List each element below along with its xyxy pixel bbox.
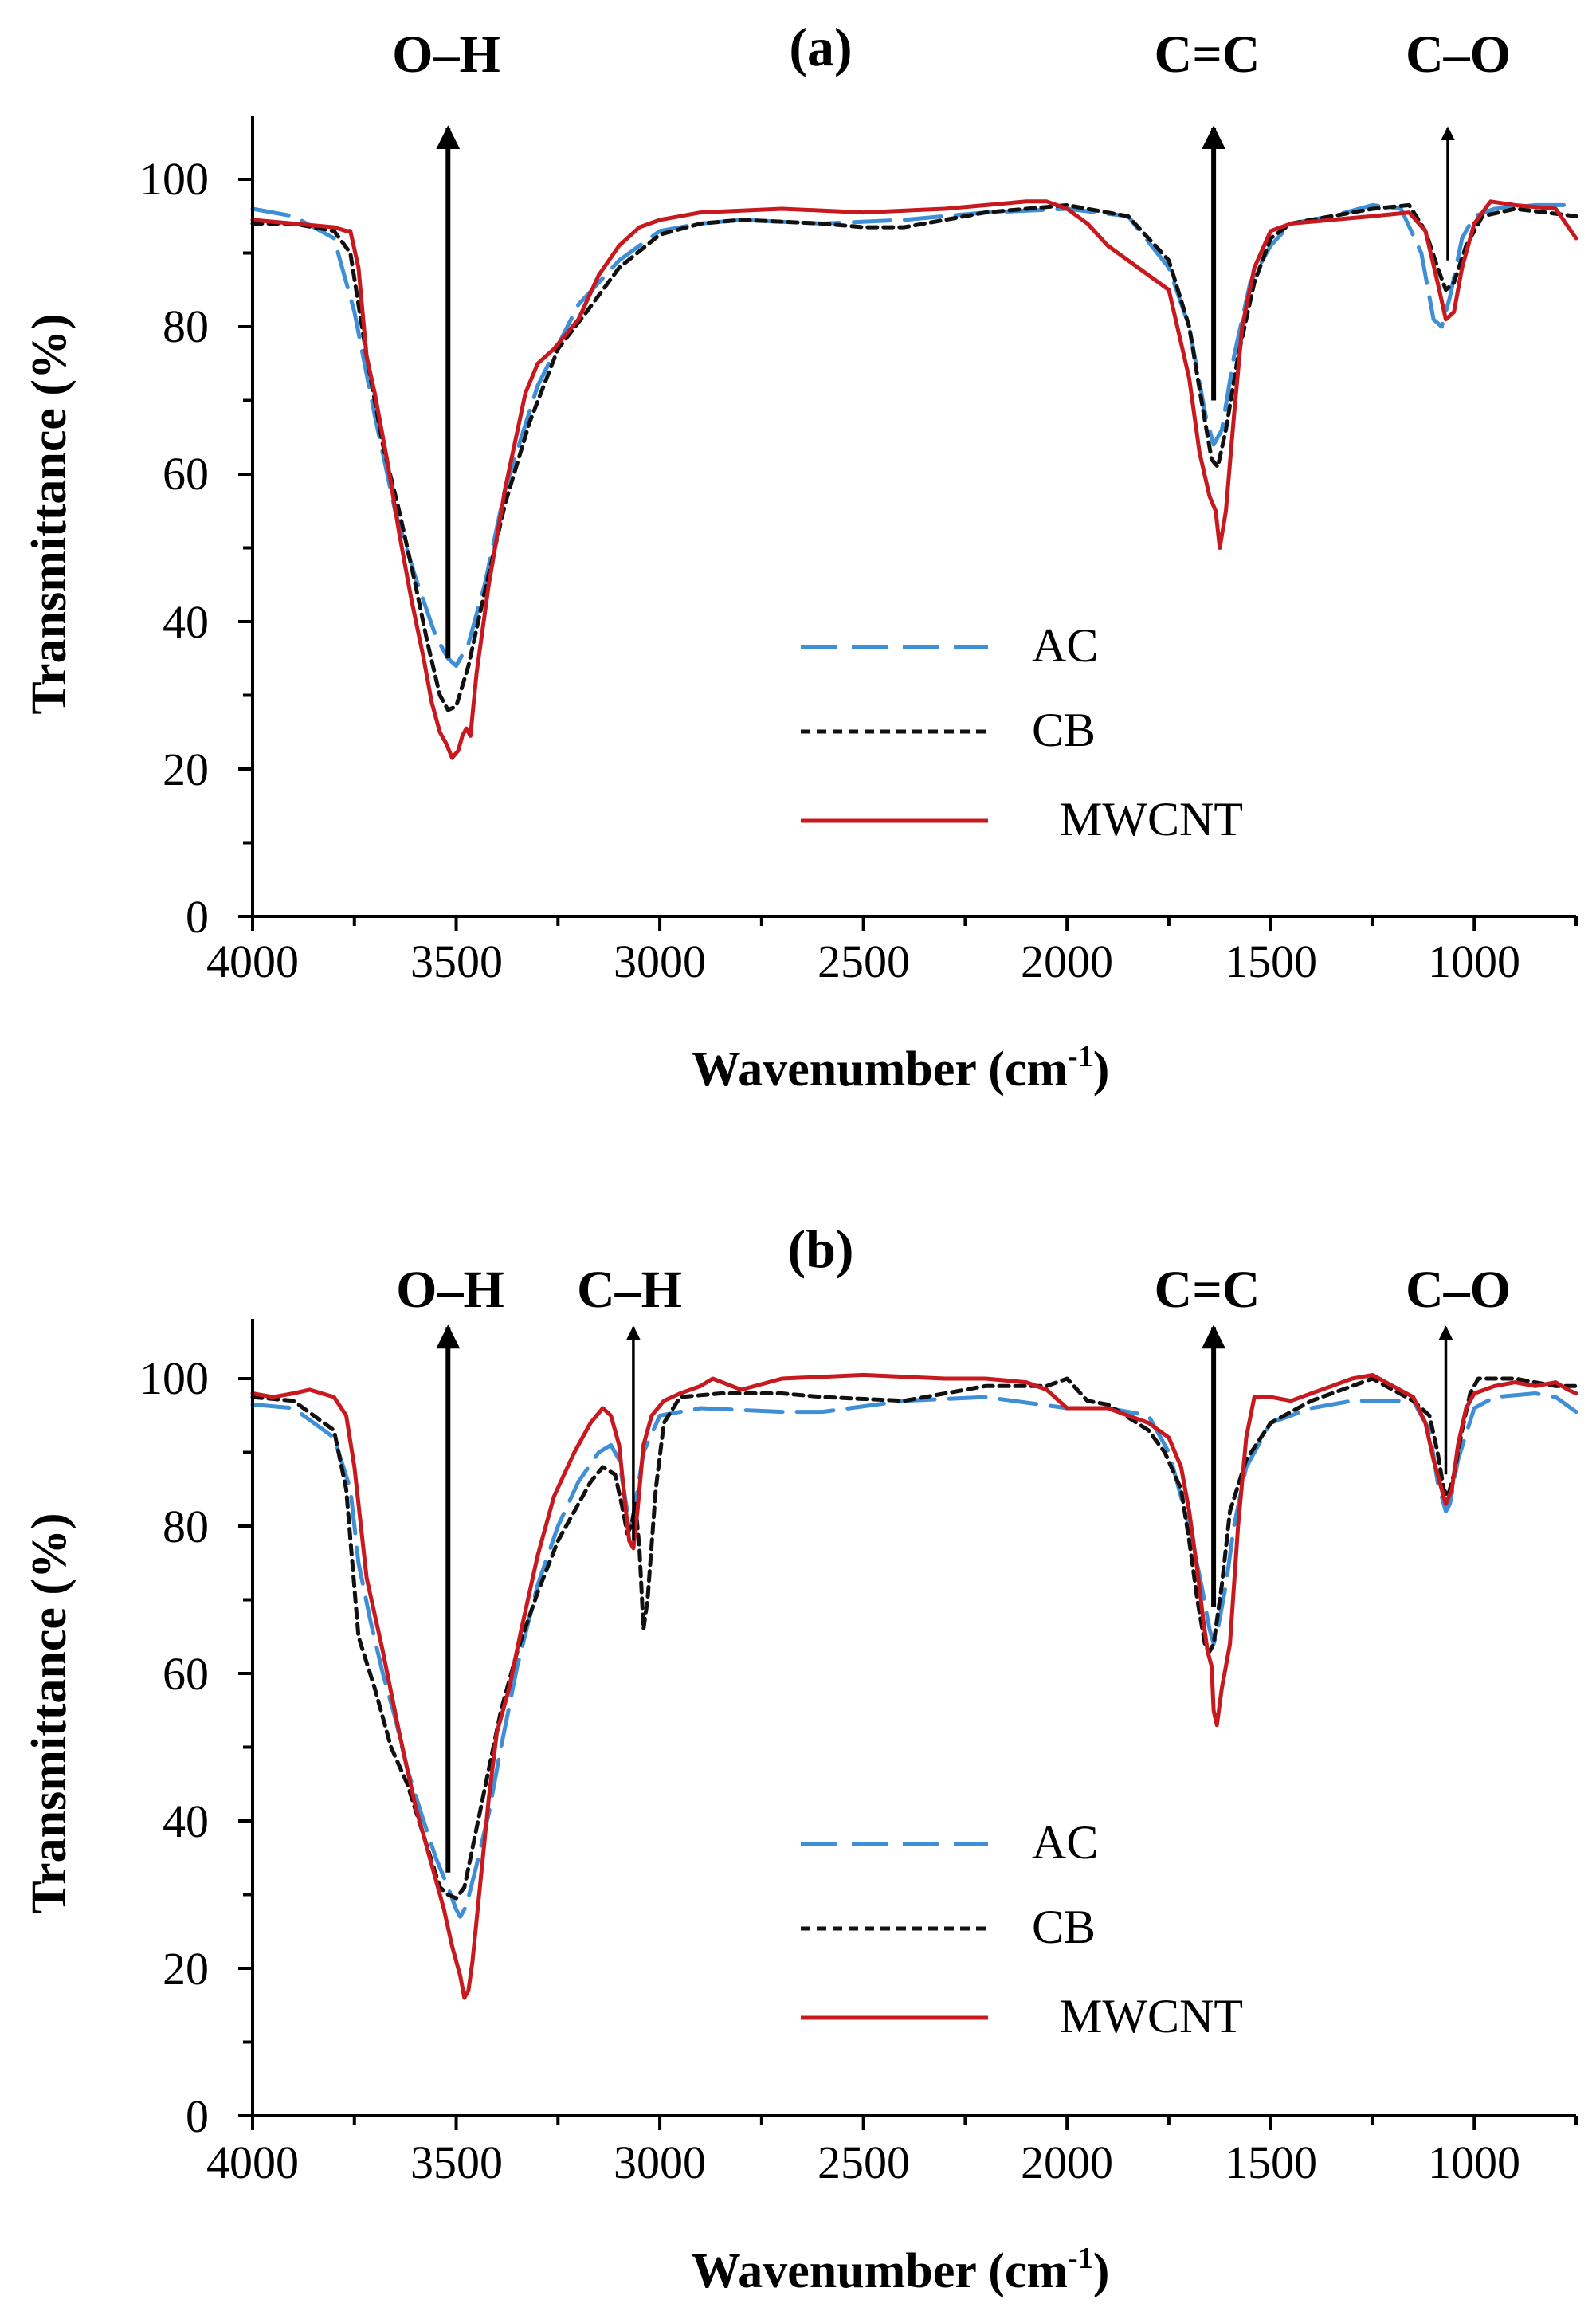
x-tick-label-b-6: 1000 <box>1428 2136 1520 2188</box>
plot-area-b: O–H C–H C=C C–O <box>250 1261 1578 2000</box>
legend-entry-a-mwcnt: MWCNT <box>801 793 1243 846</box>
x-axis-title-main-b: Wavenumber (cm <box>692 2244 1068 2298</box>
x-axis-title-sup-b: -1 <box>1068 2242 1093 2275</box>
peak-label-co-a: C–O <box>1406 26 1511 84</box>
legend-label-a-mwcnt: MWCNT <box>1060 793 1243 846</box>
chart-title-a: (a) <box>789 17 852 77</box>
legend-entry-a-ac: AC <box>801 619 1098 672</box>
legend-a: AC CB MWCNT <box>801 619 1243 846</box>
legend-b: AC CB MWCNT <box>801 1816 1243 2042</box>
x-tick-label-a-1: 3500 <box>410 936 503 987</box>
series-line-b-mwcnt <box>250 1372 1578 2000</box>
peak-annotation-a-0: O–H <box>392 26 500 659</box>
x-axis-title-close-a: ) <box>1093 1042 1110 1097</box>
y-tick-label-b-0: 0 <box>186 2090 209 2142</box>
y-tick-label-b-4: 80 <box>163 1501 209 1552</box>
legend-label-b-cb: CB <box>1032 1901 1096 1953</box>
series-line-a-ac <box>250 202 1578 668</box>
peak-annotation-b-3: C–O <box>1406 1261 1511 1475</box>
x-tick-label-b-4: 2000 <box>1021 2136 1113 2188</box>
annotations-b: O–H C–H C=C C–O <box>396 1261 1511 1873</box>
legend-entry-a-cb: CB <box>801 704 1096 756</box>
plot-area-a: O–H C=C C–O <box>250 26 1578 760</box>
legend-label-b-ac: AC <box>1032 1816 1098 1869</box>
x-axis-title-sup-a: -1 <box>1068 1040 1093 1073</box>
peak-label-ch-b: C–H <box>577 1261 682 1319</box>
x-ticks-a <box>251 916 1578 931</box>
peak-label-cc-b: C=C <box>1155 1261 1261 1319</box>
y-ticks-a <box>238 178 253 918</box>
series-group-b <box>250 1372 1578 2000</box>
series-line-a-mwcnt <box>250 199 1578 760</box>
series-line-b-ac <box>250 1391 1578 1919</box>
y-axis-b: 0 20 40 60 80 100 Transmittance (%) <box>22 1319 254 2142</box>
x-tick-label-a-5: 1500 <box>1225 936 1317 987</box>
y-axis-title-a: Transmittance (%) <box>22 313 76 714</box>
x-ticks-b <box>251 2116 1578 2130</box>
y-tick-label-a-4: 80 <box>163 300 209 352</box>
peak-label-oh-b: O–H <box>396 1261 504 1319</box>
peak-label-co-b: C–O <box>1406 1261 1511 1319</box>
y-tick-label-a-3: 60 <box>163 448 209 500</box>
peak-annotation-b-0: O–H <box>396 1261 504 1873</box>
y-axis-a: 0 20 40 60 80 100 Transmittance (%) <box>22 116 254 943</box>
y-tick-label-b-3: 60 <box>163 1648 209 1700</box>
x-tick-label-a-0: 4000 <box>206 936 299 987</box>
y-ticks-b <box>238 1377 253 2117</box>
chart-panel-a: (a) O–H C=C C–O 0 2 <box>22 17 1578 1097</box>
legend-entry-b-ac: AC <box>801 1816 1098 1869</box>
x-axis-title-a: Wavenumber (cm-1) <box>692 1040 1110 1097</box>
peak-label-cc-a: C=C <box>1155 26 1261 84</box>
peak-annotation-a-2: C–O <box>1406 26 1511 261</box>
peak-annotation-b-1: C–H <box>577 1261 682 1541</box>
x-axis-title-main-a: Wavenumber (cm <box>692 1042 1068 1097</box>
x-tick-label-a-2: 3000 <box>614 936 706 987</box>
x-tick-label-b-5: 1500 <box>1225 2136 1317 2188</box>
legend-label-a-ac: AC <box>1032 619 1098 672</box>
peak-label-oh-a: O–H <box>392 26 500 84</box>
y-tick-label-a-2: 40 <box>163 596 209 648</box>
x-axis-title-b: Wavenumber (cm-1) <box>692 2242 1110 2298</box>
x-tick-label-b-0: 4000 <box>206 2136 299 2188</box>
legend-label-b-mwcnt: MWCNT <box>1060 1990 1243 2042</box>
x-tick-label-b-2: 3000 <box>614 2136 706 2188</box>
series-group-a <box>250 199 1578 760</box>
y-tick-label-b-1: 20 <box>163 1943 209 1995</box>
y-tick-label-b-2: 40 <box>163 1795 209 1847</box>
x-tick-label-a-4: 2000 <box>1021 936 1113 987</box>
chart-title-b: (b) <box>787 1218 853 1279</box>
x-axis-a: 4000 3500 3000 2500 2000 1500 1000 Waven… <box>206 915 1578 1097</box>
peak-annotation-a-1: C=C <box>1155 26 1261 401</box>
x-tick-label-b-3: 2500 <box>818 2136 910 2188</box>
series-line-b-cb <box>250 1376 1578 1901</box>
legend-entry-b-cb: CB <box>801 1901 1096 1953</box>
x-axis-title-close-b: ) <box>1093 2244 1110 2298</box>
x-tick-label-a-6: 1000 <box>1428 936 1520 987</box>
peak-annotation-b-2: C=C <box>1155 1261 1261 1607</box>
y-tick-label-b-5: 100 <box>139 1352 209 1404</box>
chart-panel-b: (b) O–H C–H C=C C–O <box>22 1218 1578 2298</box>
x-tick-label-b-1: 3500 <box>410 2136 503 2188</box>
y-tick-label-a-5: 100 <box>139 153 209 205</box>
legend-entry-b-mwcnt: MWCNT <box>801 1990 1243 2042</box>
legend-label-a-cb: CB <box>1032 704 1096 756</box>
y-axis-title-b: Transmittance (%) <box>22 1513 76 1913</box>
x-axis-b: 4000 3500 3000 2500 2000 1500 1000 Waven… <box>206 2114 1578 2298</box>
y-tick-label-a-1: 20 <box>163 744 209 795</box>
annotations-a: O–H C=C C–O <box>392 26 1511 659</box>
y-tick-label-a-0: 0 <box>186 891 209 943</box>
x-tick-label-a-3: 2500 <box>818 936 910 987</box>
series-line-a-cb <box>250 202 1578 712</box>
